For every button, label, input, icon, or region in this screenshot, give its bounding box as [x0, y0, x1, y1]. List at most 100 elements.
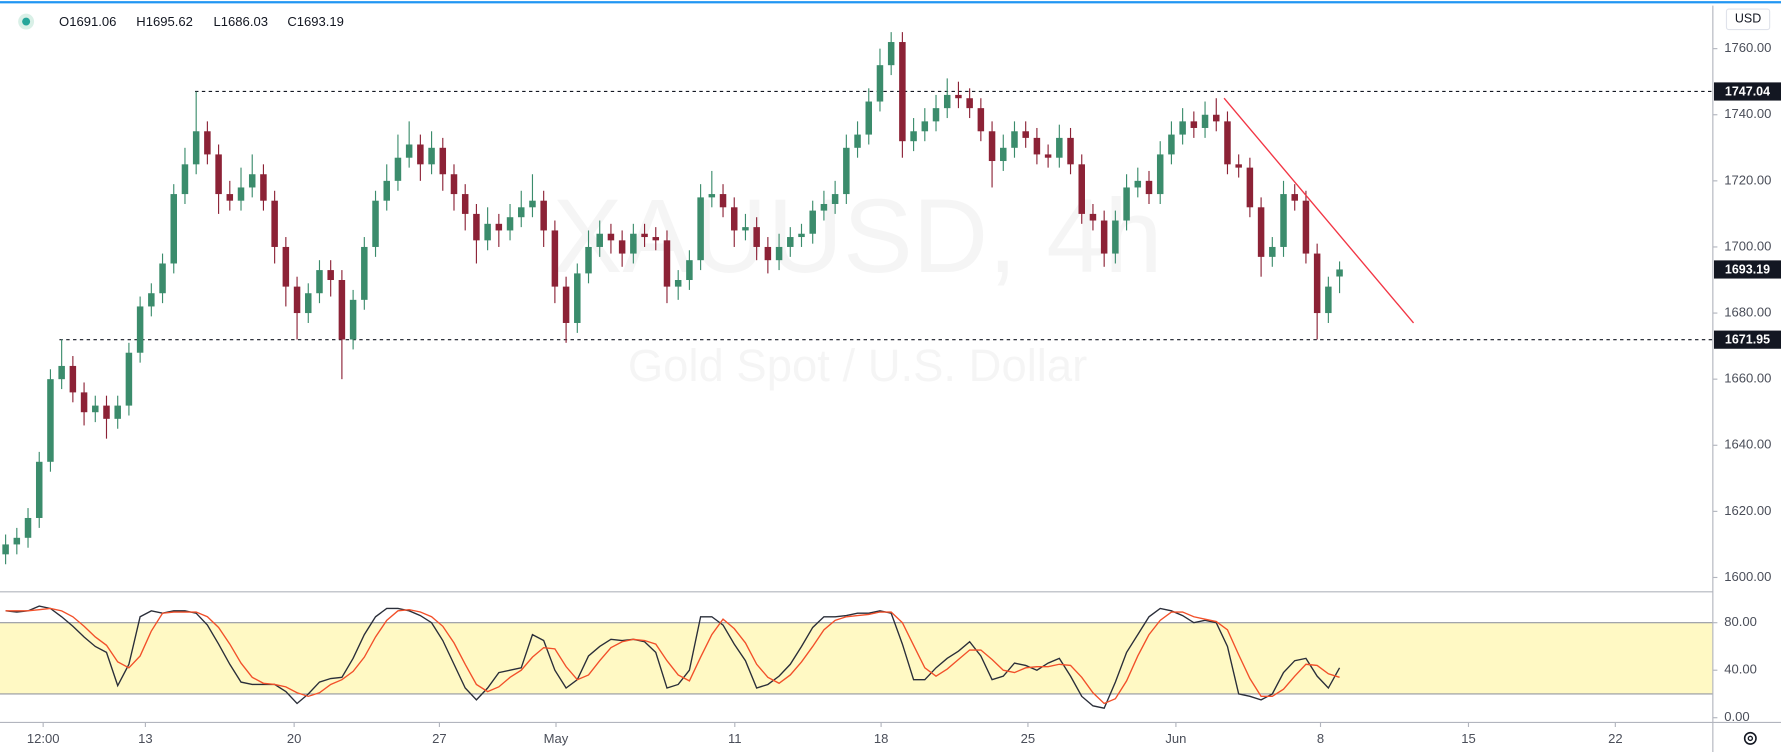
- candle-body: [305, 293, 312, 314]
- candle-body: [1033, 137, 1041, 155]
- candle-body: [271, 200, 278, 247]
- price-tag-box: [1713, 260, 1781, 279]
- candle-body: [1044, 154, 1052, 158]
- candle-body: [551, 230, 559, 287]
- candle-body: [495, 223, 503, 231]
- candle-body: [114, 405, 121, 419]
- candle-body: [618, 240, 626, 254]
- series-line: [5, 607, 1340, 705]
- candle-body: [428, 147, 435, 165]
- candle-body: [843, 147, 850, 195]
- y-tick-label: 1680.00: [1724, 305, 1771, 320]
- candle-body: [260, 174, 267, 201]
- candle-body: [417, 144, 424, 165]
- candle-body: [338, 280, 346, 340]
- legend-close: C1693.19: [287, 14, 344, 29]
- candle-body: [932, 108, 940, 122]
- candle-body: [708, 194, 716, 198]
- candle-body: [787, 237, 794, 247]
- series-line: [5, 605, 1341, 709]
- candle-body: [1269, 246, 1276, 257]
- candle-body: [596, 233, 603, 247]
- candle-body: [1145, 180, 1153, 195]
- currency: USD: [1735, 12, 1761, 26]
- candle-body: [125, 352, 133, 406]
- candle-body: [977, 108, 985, 132]
- candle-body: [327, 270, 334, 281]
- x-tick-label: 8: [1317, 731, 1324, 746]
- watermark: XAUUSD, 4h: [553, 178, 1163, 295]
- candle-body: [831, 194, 839, 204]
- candle-body: [1280, 194, 1287, 247]
- candle-body: [1078, 164, 1085, 214]
- x-tick-label: 13: [138, 731, 153, 746]
- candle-body: [652, 237, 660, 241]
- candle-body: [1213, 114, 1220, 122]
- candle-body: [226, 194, 234, 201]
- candle-body: [1235, 164, 1242, 168]
- candle-body: [1179, 121, 1186, 135]
- price-tag: 1693.19: [1725, 262, 1770, 276]
- x-tick-label: 15: [1461, 731, 1476, 746]
- y-tick-label: 1660.00: [1724, 371, 1771, 386]
- candle-body: [686, 260, 693, 281]
- candle-body: [103, 405, 110, 419]
- candle-body: [775, 246, 783, 261]
- candle-body: [80, 392, 88, 413]
- y-tick-label: 1740.00: [1724, 106, 1771, 121]
- candle-body: [1100, 220, 1108, 254]
- candle-body: [518, 207, 525, 218]
- candle-body: [181, 164, 189, 195]
- candle-body: [887, 42, 895, 66]
- candle-body: [943, 94, 951, 109]
- candle-body: [405, 144, 413, 158]
- candle-body: [663, 240, 671, 287]
- candle-body: [1000, 147, 1007, 162]
- candle-body: [35, 461, 43, 518]
- candle-body: [372, 200, 379, 247]
- x-tick-label: 12:00: [27, 731, 60, 746]
- y-tick-label: 1720.00: [1724, 172, 1771, 187]
- candle-body: [798, 233, 805, 238]
- y-tick-label: 1640.00: [1724, 437, 1771, 452]
- x-tick-label: 22: [1608, 731, 1623, 746]
- y-tick-label: 1600.00: [1724, 569, 1771, 584]
- x-tick-label: 11: [728, 731, 742, 746]
- status-dot[interactable]: [22, 17, 31, 26]
- candle-body: [764, 246, 772, 261]
- candle-body: [1123, 187, 1130, 221]
- candle-body: [473, 213, 480, 241]
- candle-body: [966, 98, 973, 109]
- candle-body: [450, 174, 458, 195]
- legend-open: O1691.06: [59, 14, 116, 29]
- band: [0, 622, 1713, 694]
- currency-button[interactable]: [1725, 8, 1771, 31]
- candle-body: [529, 200, 536, 208]
- candle-body: [1201, 114, 1209, 128]
- candle-body: [148, 293, 155, 307]
- candle-body: [58, 365, 65, 380]
- y-tick-label: 40.00: [1724, 662, 1757, 677]
- candle-body: [1168, 134, 1175, 155]
- candle-body: [316, 270, 323, 294]
- candle-body: [170, 194, 178, 264]
- price-tag: 1747.04: [1725, 84, 1770, 98]
- candle-body: [204, 131, 211, 155]
- candle-body: [585, 246, 592, 274]
- y-tick-label: 1620.00: [1724, 503, 1771, 518]
- candle-body: [215, 154, 222, 195]
- candle-body: [1246, 167, 1254, 208]
- y-tick-label: 1700.00: [1724, 238, 1771, 253]
- settings-icon[interactable]: [1743, 731, 1757, 745]
- candle-body: [1257, 207, 1265, 257]
- candle-body: [674, 280, 682, 287]
- candle-body: [988, 131, 996, 162]
- candle-body: [1134, 180, 1142, 188]
- plot-area: 1600.00 1620.00 1640.00 1660.00 1680.00 1700.…: [0, 32, 1781, 746]
- candle-body: [1056, 137, 1063, 158]
- candle-body: [730, 207, 738, 231]
- candle-body: [1022, 131, 1029, 138]
- candle-body: [574, 273, 581, 323]
